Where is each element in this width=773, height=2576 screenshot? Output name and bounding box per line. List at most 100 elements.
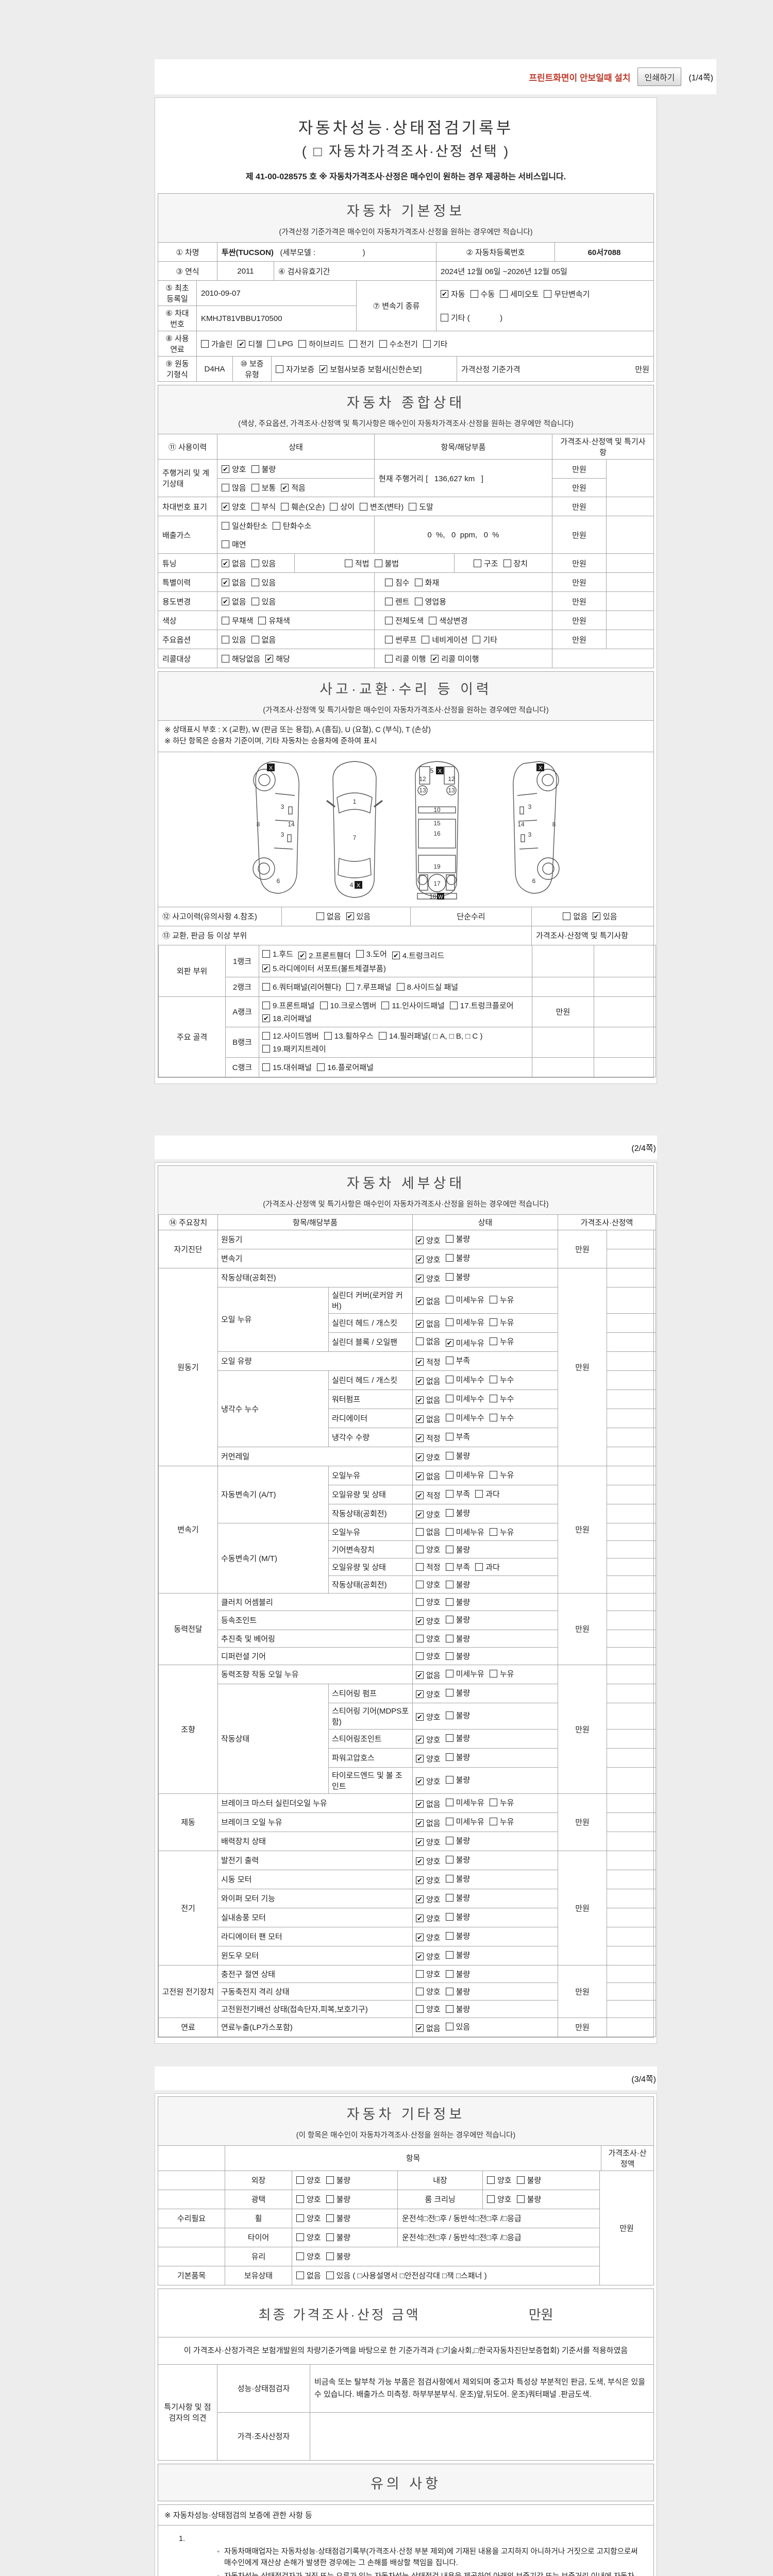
- unchecked-box-icon: [489, 1798, 497, 1806]
- table-row: 브레이크 오일 누유 ✔ 없음 미세누유 누유: [159, 1812, 657, 1832]
- check-option: ✔ 양호: [416, 1875, 441, 1886]
- table-cell: [606, 1767, 657, 1794]
- unchecked-box-icon: [445, 1273, 453, 1281]
- table-row: 변속기 자동변속기 (A/T) 오일누유 ✔ 없음 미세누유 누유 만원: [158, 1465, 657, 1594]
- check-option: 과다: [475, 1488, 500, 1499]
- detail-header-row: ⑭ 주요장치 항목/해당부품 상태 가격조사·산정액: [158, 1214, 657, 1230]
- check-option: 불량: [326, 2175, 350, 2185]
- check-option: 있음: [222, 634, 246, 645]
- table-cell: 양호 불량: [412, 1964, 558, 1983]
- table-cell: 양호 불량: [412, 1999, 558, 2018]
- check-option: 누유: [489, 1527, 514, 1537]
- check-option: 세미오토: [500, 289, 539, 299]
- table-cell: ✔ 양호 불량: [412, 1229, 558, 1249]
- unchecked-box-icon: [445, 1545, 453, 1553]
- table-cell: [606, 1503, 657, 1523]
- final-price-label: 최종 가격조사·산정 금액: [258, 2307, 421, 2323]
- unchecked-box-icon: [296, 2176, 304, 2184]
- print-button[interactable]: 인쇄하기: [637, 67, 682, 86]
- unchecked-box-icon: [326, 2195, 334, 2203]
- table-cell: [606, 1907, 657, 1927]
- print-install-link[interactable]: 프린트화면이 안보일때 설치: [529, 73, 631, 83]
- check-option: 누유: [489, 1797, 514, 1808]
- car-name-value: 투싼(TUCSON) (세부모델 : ): [217, 243, 436, 261]
- basic-info-title: 자동차 기본정보: [346, 204, 465, 219]
- page-3: 자동차 기타정보 (이 항목은 매수인이 자동차가격조사·산정을 원하는 경우에…: [155, 2093, 657, 2576]
- table-cell: ✔ 양호 불량: [412, 1767, 558, 1794]
- transmission-options: ✔ 자동 수동 세미오토 무단변속기 기타 ( ): [436, 281, 653, 331]
- basic-info-note: (가격산정 기준가격은 매수인이 자동차가격조사·산정을 원하는 경우에만 적습…: [279, 228, 533, 236]
- check-option: 미세누유: [445, 1816, 484, 1827]
- table-cell: 라디에이터 팬 모터: [217, 1926, 413, 1946]
- check-option: 유채색: [258, 615, 290, 626]
- table-row: 외판 부위 1랭크 1.후드 ✔ 2.프론트휀더 3.도어 ✔ 4.트렁크리드 ✔ 5.라디에…: [158, 944, 656, 997]
- table-cell: 디퍼런셜 기어: [217, 1647, 413, 1665]
- table-cell: [606, 1592, 657, 1611]
- unchecked-box-icon: [360, 502, 368, 511]
- check-option: 보통: [251, 482, 276, 493]
- check-option: 무채색: [222, 615, 253, 626]
- table-cell: [606, 1427, 657, 1447]
- table-cell: [606, 1945, 657, 1965]
- table-cell: 양호 불량: [412, 1575, 558, 1594]
- table-cell: [606, 1647, 657, 1665]
- table-cell: 커먼레일: [217, 1446, 413, 1466]
- table-row: 라디에이터 ✔ 없음 미세누수 누수: [159, 1408, 657, 1428]
- checked-box-icon: ✔: [416, 1319, 424, 1328]
- table-cell: ✔ 없음 있음: [412, 2017, 558, 2037]
- car-damage-diagram: 3 3 8 14 6 7 4 1 5 12 12 13 13 10 15 16 19 17 18 3 3 8 14 6…: [158, 751, 653, 907]
- check-option: 있음: [251, 596, 276, 607]
- note-item: 자동차성능·상태점검자가 거짓 또는 오류가 있는 자동차성능·상태점검 내용을…: [217, 2571, 640, 2576]
- table-row: 작동상태 스티어링 펌프 ✔ 양호 불량: [159, 1683, 657, 1794]
- unchecked-box-icon: [445, 1987, 453, 1995]
- table-row: 등속조인트 ✔ 양호 불량: [159, 1610, 657, 1630]
- svg-text:16: 16: [433, 830, 441, 837]
- unchecked-box-icon: [330, 502, 338, 511]
- section-overall: 자동차 종합상태 (색상, 주요옵션, 가격조사·산정액 및 특기사항은 매수인…: [158, 385, 654, 668]
- svg-text:19: 19: [433, 863, 441, 870]
- unchecked-box-icon: [251, 484, 259, 492]
- svg-text:1: 1: [352, 798, 356, 805]
- checked-box-icon: ✔: [222, 578, 229, 586]
- table-cell: [606, 1748, 657, 1768]
- row-mileage: 주행거리 및 계기상태 ✔ 양호 불량 많음 보통 ✔ 적음 현재 주행거리 [ 136,…: [158, 459, 653, 497]
- svg-text:14: 14: [517, 821, 525, 828]
- section-accident: 사고·교환·수리 등 이력 (가격조사·산정액 및 특기사항은 매수인이 자동차…: [158, 671, 656, 1078]
- unchecked-box-icon: [296, 2214, 304, 2222]
- table-cell: 양호 불량: [412, 1592, 558, 1611]
- checked-box-icon: ✔: [416, 1358, 424, 1366]
- table-row: 고전원전기배선 상태(접속단자,피복,보호기구) 양호 불량: [159, 1999, 657, 2018]
- checked-box-icon: ✔: [416, 1777, 424, 1785]
- table-cell: 등속조인트: [217, 1610, 413, 1630]
- checked-box-icon: ✔: [431, 654, 439, 663]
- check-option: 양호: [416, 1633, 441, 1644]
- check-option: ✔ 없음: [222, 596, 246, 607]
- table-row: 오일 유량 ✔ 적정 부족: [159, 1351, 657, 1371]
- base-price-label: 가격산정 기준가격: [461, 365, 520, 374]
- unchecked-box-icon: [416, 1563, 424, 1571]
- check-option: ✔ 양호: [416, 1235, 441, 1246]
- table-row: 고전원 전기장치 충전구 절연 상태 양호 불량 만원: [158, 1964, 657, 2018]
- svg-text:6: 6: [276, 877, 280, 885]
- checked-box-icon: ✔: [416, 1671, 424, 1679]
- basic-items-row: 기본품목 보유상태 없음 있음 ( □사용설명서 □안전삼각대 □잭 □스패너 ): [158, 2265, 599, 2285]
- doc-subtitle: ( □ 자동차가격조사·산정 선택 ): [301, 144, 510, 159]
- check-option: 불량: [445, 1986, 470, 1997]
- table-row: 추진축 및 베어링 양호 불량: [159, 1629, 657, 1648]
- check-option: 양호: [296, 2232, 321, 2243]
- check-option: 불량: [445, 1651, 470, 1662]
- check-option: 미세누수: [445, 1374, 484, 1385]
- table-cell: ✔ 적정 부족: [412, 1351, 558, 1371]
- table-cell: [606, 1389, 657, 1409]
- unchecked-box-icon: [445, 1931, 453, 1940]
- unchecked-box-icon: [262, 982, 270, 991]
- check-option: 부족: [445, 1431, 470, 1442]
- check-option: 불량: [445, 1614, 470, 1625]
- detail-note: (가격조사·산정액 및 특기사항은 매수인이 자동차가격조사·산정을 원하는 경…: [263, 1200, 549, 1209]
- check-option: 리콜 이행: [385, 653, 426, 664]
- svg-text:12: 12: [448, 775, 455, 783]
- check-option: 누유: [489, 1317, 514, 1328]
- check-option: 장치: [503, 558, 528, 569]
- check-option: ✔ 자동: [441, 289, 465, 299]
- table-cell: ✔ 양호 불량: [412, 1610, 558, 1630]
